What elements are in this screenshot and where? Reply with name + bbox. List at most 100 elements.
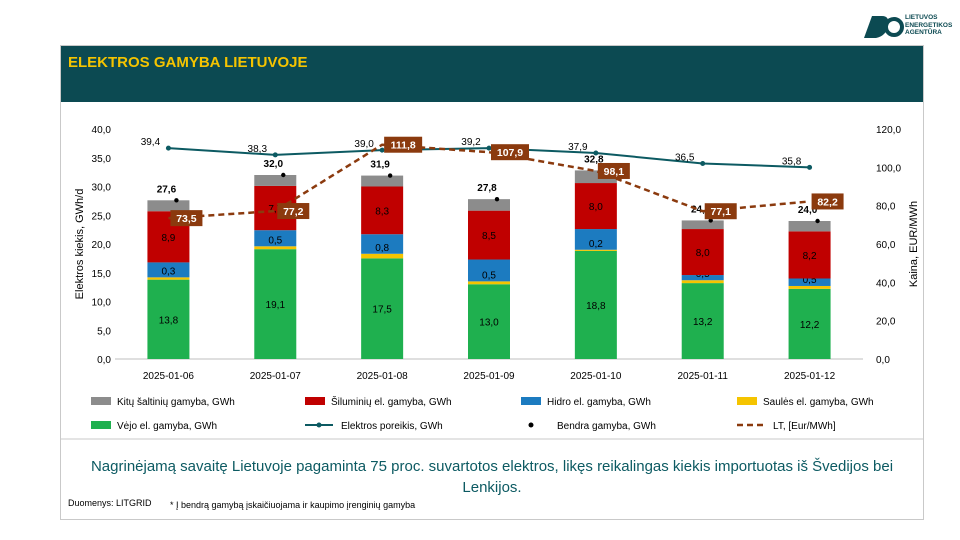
legend-swatch-other (91, 397, 111, 405)
demand-label: 37,9 (568, 142, 588, 153)
demand-label: 39,0 (354, 139, 374, 150)
demand-label: 39,4 (141, 137, 161, 148)
footnote: * Į bendrą gamybą įskaičiuojama ir kaupi… (170, 500, 416, 510)
x-tick-label: 2025-01-12 (784, 371, 836, 382)
price-label: 77,2 (283, 206, 304, 218)
demand-point (700, 161, 706, 166)
bar-hydro (254, 230, 297, 247)
legend-label-total: Bendra gamyba, GWh (557, 421, 656, 432)
logo-mark-ring (884, 17, 904, 37)
total-label: 31,9 (370, 160, 390, 171)
price-label: 77,1 (710, 206, 731, 218)
x-tick-label: 2025-01-06 (143, 371, 195, 382)
y-tick-label: 40,0 (92, 125, 112, 136)
y-tick-label: 25,0 (92, 211, 112, 222)
total-point (708, 218, 713, 223)
bar-hydro (361, 234, 404, 254)
legend-swatch-wind (91, 421, 111, 429)
y2-tick-label: 80,0 (876, 202, 896, 213)
price-label-box (277, 203, 310, 220)
x-tick-label: 2025-01-10 (570, 371, 622, 382)
demand-point (272, 152, 278, 158)
bar-thermal (788, 231, 831, 279)
bar-label-thermal: 8,2 (803, 251, 817, 262)
bar-hydro (147, 262, 190, 278)
data-source: Duomenys: LITGRID (68, 498, 152, 508)
bar-label-wind: 13,2 (693, 317, 713, 328)
bar-hydro (574, 229, 617, 250)
price-label-box (384, 136, 423, 153)
bar-other (468, 199, 510, 211)
demand-point (593, 150, 599, 156)
total-label: 32,8 (584, 154, 604, 165)
demand-label: 38,3 (248, 144, 268, 155)
total-point (815, 218, 820, 224)
x-tick-label: 2025-01-09 (463, 371, 515, 382)
bar-wind (361, 258, 404, 359)
bar-label-wind: 17,5 (372, 305, 392, 316)
price-label: 82,2 (817, 196, 838, 208)
y2-tick-label: 120,0 (876, 125, 901, 136)
legend-label-wind: Vėjo el. gamyba, GWh (117, 421, 217, 432)
bar-label-hydro: 0,8 (375, 243, 389, 254)
legend-label-hydro: Hidro el. gamyba, GWh (547, 397, 651, 408)
demand-label: 35,8 (782, 156, 802, 167)
demand-point (379, 147, 385, 153)
total-point (494, 196, 500, 202)
bar-wind (147, 279, 190, 359)
page-title: ELEKTROS GAMYBA LIETUVOJE (68, 54, 308, 71)
bar-label-thermal: 8,0 (696, 248, 710, 259)
bar-solar (788, 285, 831, 289)
bar-solar (361, 253, 404, 259)
bar-label-hydro: 0,5 (803, 275, 817, 286)
y-tick-label: 30,0 (92, 183, 112, 194)
electricity-production-chart: 0,0 5,0 10,0 15,0 20,0 25,0 30,0 35,0 40,0 0,0 20,… (61, 125, 923, 440)
bar-label-wind: 18,8 (586, 301, 606, 312)
legend-label-demand: Elektros poreikis, GWh (341, 421, 443, 432)
bar-hydro (468, 259, 510, 282)
bar-label-hydro: 0,5 (268, 235, 282, 246)
y-tick-label: 5,0 (97, 326, 111, 337)
demand-point (807, 164, 813, 170)
bar-hydro (788, 278, 831, 286)
y-tick-label: 35,0 (92, 154, 112, 165)
bar-label-wind: 13,8 (159, 315, 179, 326)
price-label-box (597, 162, 630, 179)
bar-thermal (681, 229, 724, 276)
legend-label-price: LT, [Eur/MWh] (773, 421, 836, 432)
total-label: 32,0 (264, 159, 284, 170)
content-frame (60, 45, 924, 520)
bar-solar (681, 280, 724, 284)
y2-tick-label: 100,0 (876, 163, 901, 174)
x-tick-label: 2025-01-08 (357, 371, 409, 382)
y-tick-label: 20,0 (92, 240, 112, 251)
y-tick-label: 10,0 (92, 298, 112, 309)
total-label: 24,0 (798, 205, 818, 216)
agency-logo (864, 16, 904, 38)
bar-thermal (468, 210, 510, 260)
bar-label-wind: 19,1 (266, 300, 286, 311)
bar-other (681, 220, 724, 230)
legend-marker-demand (316, 422, 322, 428)
demand-label: 39,2 (461, 137, 481, 148)
price-label: 111,8 (391, 140, 416, 152)
bar-wind (681, 283, 724, 359)
total-point (281, 172, 286, 178)
bar-thermal (361, 186, 404, 235)
bar-wind (468, 284, 510, 359)
bar-thermal (574, 183, 617, 230)
y2-tick-label: 20,0 (876, 317, 896, 328)
bar-solar (254, 246, 297, 250)
y2-tick-label: 40,0 (876, 278, 896, 289)
total-point (387, 173, 393, 178)
y2-tick-label: 0,0 (876, 355, 890, 366)
legend-swatch-thermal (305, 397, 325, 405)
y-tick-label: 15,0 (92, 269, 112, 280)
bar-label-hydro: 0,5 (482, 270, 496, 281)
legend-swatch-hydro (521, 397, 541, 405)
price-label: 73,5 (176, 213, 197, 225)
bar-label-thermal: 8,3 (375, 206, 389, 217)
demand-label: 36,5 (675, 153, 695, 164)
y-axis-title: Elektros kiekis, GWh/d (74, 189, 86, 300)
y-tick-label: 0,0 (97, 355, 111, 366)
